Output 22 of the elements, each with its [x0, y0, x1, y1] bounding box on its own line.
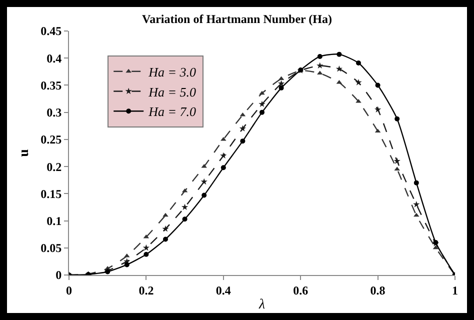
y-tick-label: 0.3 [46, 106, 62, 120]
legend-label: Ha = 3.0 [148, 64, 197, 80]
x-tick-label: 0.4 [216, 283, 231, 298]
y-tick-label: 0.35 [40, 78, 62, 92]
y-axis-title: u [17, 148, 32, 157]
x-tick-label: 0.8 [370, 283, 386, 298]
x-tick-label: 1 [452, 283, 458, 298]
legend-label: Ha = 5.0 [148, 84, 197, 100]
x-tick-label: 0.6 [293, 283, 308, 298]
x-axis-title: λ [258, 298, 266, 313]
y-tick-label: 0 [56, 268, 62, 282]
y-tick-label: 0.4 [46, 51, 62, 66]
x-tick-label: 0 [66, 283, 72, 298]
y-tick-label: 0.15 [40, 186, 62, 201]
y-tick-label: 0.05 [40, 241, 62, 256]
legend-label: Ha = 7.0 [148, 104, 197, 120]
y-tick-label: 0.2 [46, 160, 62, 174]
y-tick-label: 0.45 [40, 24, 62, 38]
y-tick-label: 0.1 [46, 214, 62, 228]
x-tick-label: 0.2 [138, 283, 154, 298]
y-tick-label: 0.25 [40, 132, 62, 147]
chart-title: Variation of Hartmann Number (Ha) [142, 12, 332, 26]
